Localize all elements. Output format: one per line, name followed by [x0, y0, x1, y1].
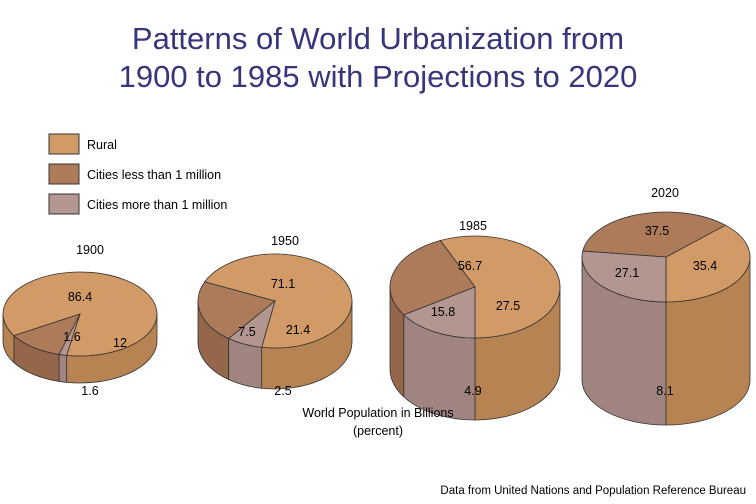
pie-1900: 86.4 12 1.6 1900 1.6: [2, 243, 158, 398]
pie-1950-slice-rural: [204, 253, 353, 349]
x-axis-label: World Population in Billions: [302, 406, 453, 420]
source-note: Data from United Nations and Population …: [440, 485, 746, 497]
pie-2020-slice-large_cities: [581, 250, 667, 303]
pie-1950-label-large_cities: 7.5: [238, 325, 255, 339]
pie-2020-population-label: 8.1: [656, 384, 673, 398]
pie-2020-slice-rural: [665, 224, 751, 303]
pie-1985-label-small_cities: 27.5: [496, 299, 520, 313]
legend-label-rural: Rural: [87, 138, 117, 152]
pie-1900-population-label: 1.6: [81, 384, 98, 398]
pie-1950-label-rural: 71.1: [271, 277, 295, 291]
pie-1900-side-large_cities: [58, 353, 68, 383]
pie-1985-population-label: 4.9: [464, 384, 481, 398]
pie-1900-label-rural: 86.4: [68, 290, 92, 304]
legend-swatch-rural: [48, 133, 80, 155]
pie-1900-label-large_cities: 1.6: [63, 330, 80, 344]
pie-2020-label-rural: 37.5: [645, 224, 669, 238]
legend-label-small_cities: Cities less than 1 million: [87, 168, 221, 182]
legend-label-large_cities: Cities more than 1 million: [87, 198, 227, 212]
pie-1985-slice-small_cities: [389, 239, 476, 316]
pie-1985-label-large_cities: 15.8: [431, 305, 455, 319]
x-axis-sublabel: (percent): [353, 424, 403, 438]
pie-1950: 71.1 21.4 7.5 1950 2.5: [197, 234, 353, 398]
legend: Rural Cities less than 1 million Cities mo…: [48, 133, 227, 215]
pie-2020-label-small_cities: 35.4: [693, 259, 717, 273]
pie-2020-label-large_cities: 27.1: [615, 266, 639, 280]
pie-2020-year-label: 2020: [651, 186, 679, 200]
pie-1900-slice-rural: [2, 271, 158, 357]
pie-1985-slice-large_cities: [403, 286, 476, 339]
pie-1985: 56.7 27.5 15.8 1985 4.9: [389, 219, 561, 421]
pie-1985-label-rural: 56.7: [458, 259, 482, 273]
pie-1950-year-label: 1950: [271, 234, 299, 248]
chart-title-line-2: 1900 to 1985 with Projections to 2020: [119, 59, 638, 94]
legend-swatch-small_cities: [48, 163, 80, 185]
pie-1900-label-small_cities: 12: [113, 336, 127, 350]
pie-1950-slice-large_cities: [227, 299, 276, 348]
pie-1985-slice-rural: [439, 235, 561, 339]
pie-2020-slice-small_cities: [582, 211, 727, 258]
pie-1900-year-label: 1900: [76, 243, 104, 257]
pie-group: 86.4 12 1.6 1900 1.6 71.1 21.4 7.5 1950 2.5 56.7 27…: [2, 186, 751, 426]
pie-1950-label-small_cities: 21.4: [286, 323, 310, 337]
pie-2020: 37.5 35.4 27.1 2020 8.1: [581, 186, 751, 426]
chart-title-line-1: Patterns of World Urbanization from: [132, 21, 624, 56]
pie-1950-slice-small_cities: [197, 281, 276, 340]
pie-1985-year-label: 1985: [459, 219, 487, 233]
legend-swatch-large_cities: [48, 193, 80, 215]
pie-1950-population-label: 2.5: [274, 384, 291, 398]
pie-1900-slice-large_cities: [58, 313, 81, 356]
